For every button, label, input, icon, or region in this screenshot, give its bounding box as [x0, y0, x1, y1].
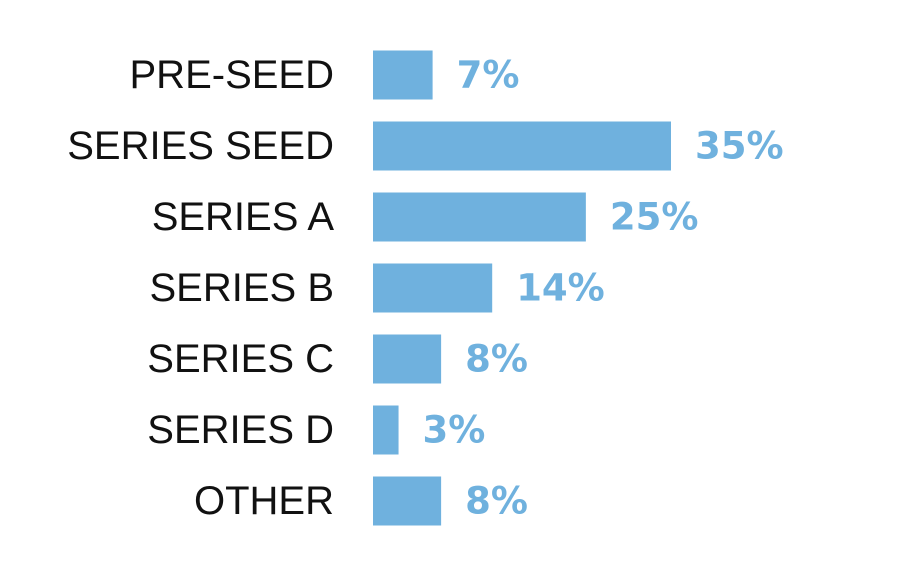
value-label-pre-seed: 7% [457, 54, 520, 97]
bar-series-c [373, 334, 442, 384]
category-label-series-d: SERIES D [147, 408, 334, 452]
bar-series-a [373, 192, 586, 242]
category-label-series-seed: SERIES SEED [67, 124, 334, 168]
value-label-other: 8% [465, 480, 528, 523]
category-label-pre-seed: PRE-SEED [130, 53, 335, 97]
bar-pre-seed [373, 50, 433, 100]
value-label-series-d: 3% [423, 409, 486, 452]
category-label-series-b: SERIES B [149, 266, 334, 310]
value-label-series-a: 25% [610, 196, 699, 239]
value-label-series-seed: 35% [695, 125, 784, 168]
value-label-series-c: 8% [465, 338, 528, 381]
bar-series-d [373, 405, 399, 455]
value-label-series-b: 14% [516, 267, 605, 310]
bar-series-b [373, 263, 493, 313]
category-label-series-c: SERIES C [147, 337, 334, 381]
category-label-other: OTHER [194, 479, 334, 523]
category-label-series-a: SERIES A [152, 195, 335, 239]
bar-other [373, 476, 442, 526]
bar-series-seed [373, 121, 671, 171]
